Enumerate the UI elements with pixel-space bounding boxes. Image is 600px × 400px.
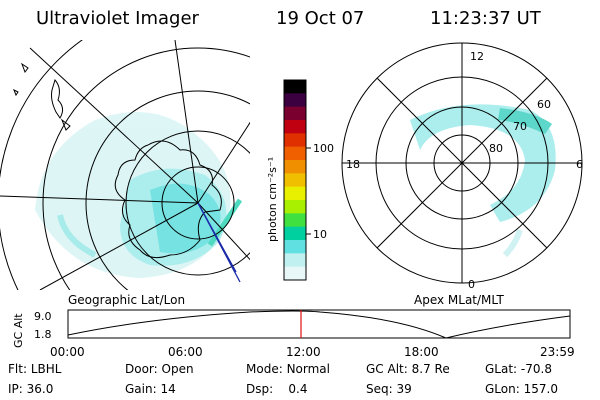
mlat-label-70: 70 — [513, 120, 527, 133]
antarctica-coastline — [114, 140, 222, 259]
altitude-curve — [67, 310, 571, 339]
magnetic-polar-map: 12 0 18 6 60 70 80 — [341, 42, 583, 291]
geographic-map — [0, 40, 250, 290]
alt-tick-1.8: 1.8 — [34, 328, 52, 341]
observation-date: 19 Oct 07 — [276, 8, 364, 29]
filter-field: Flt: LBHL — [8, 362, 62, 376]
colorbar-gradient — [284, 80, 306, 281]
colorbar-cell — [284, 133, 306, 148]
dsp-field: Dsp: 0.4 — [246, 382, 308, 396]
aurora-oval-mag — [410, 104, 556, 258]
latitude-circles — [0, 40, 250, 290]
instrument-title: Ultraviolet Imager — [36, 8, 200, 29]
altitude-plot-frame — [67, 309, 571, 339]
gain-field: Gain: 14 — [125, 382, 176, 396]
glon-field: GLon: 157.0 — [485, 382, 558, 396]
colorbar-cell — [284, 120, 306, 134]
ip-field: IP: 36.0 — [8, 382, 54, 396]
mlt-label-0: 0 — [468, 278, 475, 291]
glat-field: GLat: -70.8 — [485, 362, 552, 376]
observation-time: 11:23:37 UT — [430, 8, 542, 29]
colorbar-cell — [284, 146, 306, 161]
colorbar-cell — [284, 80, 306, 94]
altitude-plot: 9.0 1.8 GC Alt 00:00 06:00 12:00 18:00 2… — [12, 309, 575, 359]
coastline-fragment — [13, 88, 19, 97]
satellite-footprint — [197, 202, 241, 283]
alt-axis-label: GC Alt — [12, 313, 25, 348]
coastline-fragment — [51, 78, 64, 119]
aurora-oval-geo — [35, 112, 243, 278]
time-tick-1800: 18:00 — [404, 345, 439, 359]
longitude-lines — [0, 40, 250, 290]
time-tick-2359: 23:59 — [540, 345, 575, 359]
mlt-label-6: 6 — [576, 158, 583, 171]
colorbar-cell — [284, 160, 306, 174]
colorbar-cell — [284, 253, 306, 268]
time-tick-0600: 06:00 — [168, 345, 203, 359]
colorbar-cell — [284, 200, 306, 214]
time-tick-0000: 00:00 — [50, 345, 85, 359]
coastline-fragment — [60, 118, 71, 131]
colorbar-tick-100: 100 — [313, 142, 334, 155]
mode-field: Mode: Normal — [246, 362, 330, 376]
gc-alt-field: GC Alt: 8.7 Re — [366, 362, 450, 376]
colorbar-tick-10: 10 — [313, 228, 327, 241]
mlat-label-60: 60 — [537, 98, 551, 111]
colorbar-cell — [284, 226, 306, 241]
time-tick-1200: 12:00 — [286, 345, 321, 359]
colorbar-cell — [284, 240, 306, 254]
mlt-label-12: 12 — [470, 50, 484, 63]
mlt-label-18: 18 — [346, 158, 360, 171]
colorbar-cell — [284, 173, 306, 188]
mlt-spokes — [342, 43, 582, 283]
coastline-fragment — [20, 62, 29, 74]
colorbar-unit-label: photon cm⁻²s⁻¹ — [266, 157, 279, 242]
seq-field: Seq: 39 — [366, 382, 412, 396]
colorbar-cell — [284, 266, 306, 281]
colorbar-cell — [284, 213, 306, 228]
alt-tick-9: 9.0 — [34, 310, 52, 323]
mlat-label-80: 80 — [489, 142, 503, 155]
door-field: Door: Open — [125, 362, 194, 376]
colorbar-cell — [284, 93, 306, 108]
left-map-caption: Geographic Lat/Lon — [68, 293, 185, 307]
colorbar: 100 10 photon cm⁻²s⁻¹ — [266, 79, 334, 281]
right-map-caption: Apex MLat/MLT — [414, 293, 504, 307]
colorbar-cell — [284, 186, 306, 201]
colorbar-cell — [284, 106, 306, 121]
